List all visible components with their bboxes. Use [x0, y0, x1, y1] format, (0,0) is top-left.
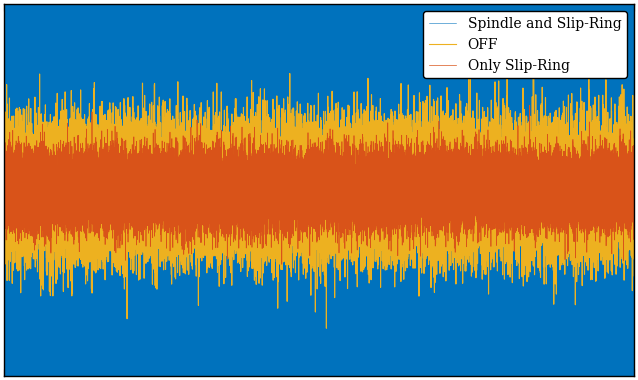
OFF: [380, 202, 387, 206]
Legend: Spindle and Slip-Ring, OFF, Only Slip-Ring: Spindle and Slip-Ring, OFF, Only Slip-Ri…: [423, 11, 627, 78]
Spindle and Slip-Ring: [242, 178, 249, 182]
OFF: [242, 166, 249, 171]
Only Slip-Ring: [342, 195, 350, 200]
OFF: [630, 184, 637, 188]
Only Slip-Ring: [242, 186, 249, 190]
Spindle and Slip-Ring: [342, 163, 350, 168]
OFF: [152, 148, 160, 153]
OFF: [465, 69, 473, 74]
Spindle and Slip-Ring: [43, 244, 51, 249]
Spindle and Slip-Ring: [468, 150, 475, 154]
Only Slip-Ring: [278, 262, 286, 267]
Only Slip-Ring: [152, 183, 160, 187]
Line: Spindle and Slip-Ring: Spindle and Slip-Ring: [4, 0, 634, 380]
Only Slip-Ring: [468, 195, 475, 200]
Only Slip-Ring: [380, 180, 387, 185]
Spindle and Slip-Ring: [1, 119, 8, 123]
Only Slip-Ring: [1, 169, 8, 173]
OFF: [468, 174, 475, 179]
Only Slip-Ring: [526, 103, 533, 108]
OFF: [1, 185, 8, 189]
OFF: [43, 181, 51, 185]
Spindle and Slip-Ring: [380, 312, 387, 316]
OFF: [323, 326, 330, 331]
Only Slip-Ring: [630, 173, 637, 178]
OFF: [342, 188, 350, 193]
Line: OFF: OFF: [4, 71, 634, 328]
Only Slip-Ring: [43, 176, 51, 181]
Line: Only Slip-Ring: Only Slip-Ring: [4, 105, 634, 264]
